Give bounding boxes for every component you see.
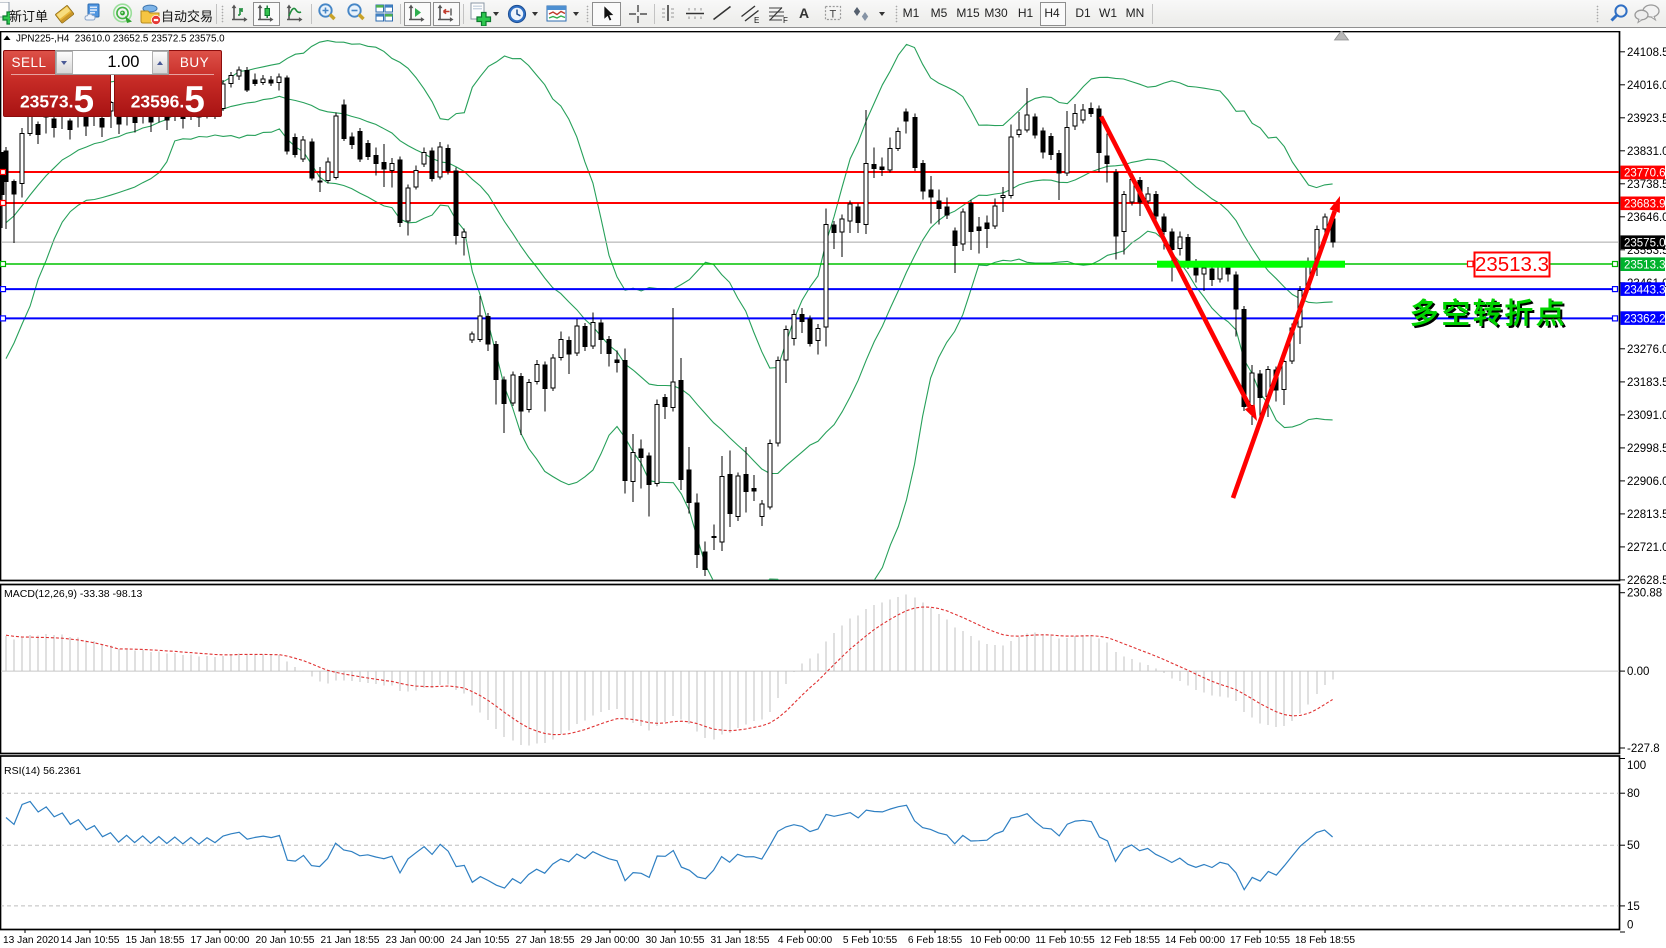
svg-text:24108.5: 24108.5 [1627, 47, 1666, 59]
svg-text:22906.0: 22906.0 [1627, 476, 1666, 488]
svg-text:13 Jan 2020: 13 Jan 2020 [3, 935, 59, 946]
svg-text:17 Jan 00:00: 17 Jan 00:00 [191, 935, 250, 946]
svg-text:4 Feb 00:00: 4 Feb 00:00 [778, 935, 833, 946]
svg-text:23183.5: 23183.5 [1627, 377, 1666, 389]
svg-text:100: 100 [1627, 760, 1646, 772]
svg-text:23831.0: 23831.0 [1627, 146, 1666, 158]
svg-text:T: T [830, 9, 837, 21]
svg-text:-227.8: -227.8 [1627, 743, 1660, 755]
svg-text:MACD(12,26,9) -33.38 -98.13: MACD(12,26,9) -33.38 -98.13 [4, 588, 142, 600]
svg-text:0: 0 [1627, 920, 1633, 932]
svg-text:14 Feb 00:00: 14 Feb 00:00 [1165, 935, 1225, 946]
svg-text:5 Feb 10:55: 5 Feb 10:55 [843, 935, 898, 946]
svg-text:21 Jan 18:55: 21 Jan 18:55 [321, 935, 380, 946]
svg-text:20 Jan 10:55: 20 Jan 10:55 [256, 935, 315, 946]
svg-text:23770.6: 23770.6 [1624, 168, 1666, 180]
svg-text:23646.0: 23646.0 [1627, 212, 1666, 224]
svg-text:23683.9: 23683.9 [1624, 199, 1666, 211]
svg-text:12 Feb 18:55: 12 Feb 18:55 [1100, 935, 1160, 946]
svg-text:23091.0: 23091.0 [1627, 410, 1666, 422]
svg-text:JPN225-,H4 23610.0 23652.5 23: JPN225-,H4 23610.0 23652.5 23572.5 23575… [16, 34, 225, 45]
svg-text:E: E [754, 16, 759, 24]
svg-text:11 Feb 10:55: 11 Feb 10:55 [1035, 935, 1095, 946]
svg-text:24016.0: 24016.0 [1627, 80, 1666, 92]
svg-text:15: 15 [1627, 901, 1640, 913]
svg-text:24 Jan 10:55: 24 Jan 10:55 [451, 935, 510, 946]
svg-text:多空转折点: 多空转折点 [1410, 297, 1568, 330]
svg-text:23923.5: 23923.5 [1627, 113, 1666, 125]
svg-text:22721.0: 22721.0 [1627, 542, 1666, 554]
svg-text:23513.3: 23513.3 [1475, 253, 1549, 276]
svg-text:17 Feb 10:55: 17 Feb 10:55 [1230, 935, 1290, 946]
svg-text:RSI(14) 56.2361: RSI(14) 56.2361 [4, 765, 81, 777]
svg-text:18 Feb 18:55: 18 Feb 18:55 [1295, 935, 1355, 946]
svg-text:23738.5: 23738.5 [1627, 179, 1666, 191]
svg-text:23 Jan 00:00: 23 Jan 00:00 [386, 935, 445, 946]
svg-text:6 Feb 18:55: 6 Feb 18:55 [908, 935, 963, 946]
svg-text:14 Jan 10:55: 14 Jan 10:55 [61, 935, 120, 946]
svg-text:10 Feb 00:00: 10 Feb 00:00 [970, 935, 1030, 946]
svg-text:22628.5: 22628.5 [1627, 575, 1666, 587]
svg-text:23575.0: 23575.0 [1624, 238, 1666, 250]
svg-text:22998.5: 22998.5 [1627, 443, 1666, 455]
svg-text:31 Jan 18:55: 31 Jan 18:55 [711, 935, 770, 946]
svg-text:230.88: 230.88 [1627, 588, 1662, 600]
svg-text:多空转折点: 多空转折点 [1412, 299, 1570, 332]
svg-text:15 Jan 18:55: 15 Jan 18:55 [126, 935, 185, 946]
svg-text:29 Jan 00:00: 29 Jan 00:00 [581, 935, 640, 946]
svg-text:23276.0: 23276.0 [1627, 344, 1666, 356]
svg-text:27 Jan 18:55: 27 Jan 18:55 [516, 935, 575, 946]
svg-text:F: F [783, 16, 788, 24]
svg-text:22813.5: 22813.5 [1627, 509, 1666, 521]
svg-text:0.00: 0.00 [1627, 666, 1649, 678]
svg-text:23513.3: 23513.3 [1624, 260, 1666, 272]
svg-text:23362.2: 23362.2 [1624, 313, 1666, 325]
svg-text:50: 50 [1627, 840, 1640, 852]
svg-text:30 Jan 10:55: 30 Jan 10:55 [646, 935, 705, 946]
svg-text:80: 80 [1627, 788, 1640, 800]
svg-text:23553.5: 23553.5 [1627, 245, 1666, 257]
svg-text:23443.3: 23443.3 [1624, 284, 1666, 296]
